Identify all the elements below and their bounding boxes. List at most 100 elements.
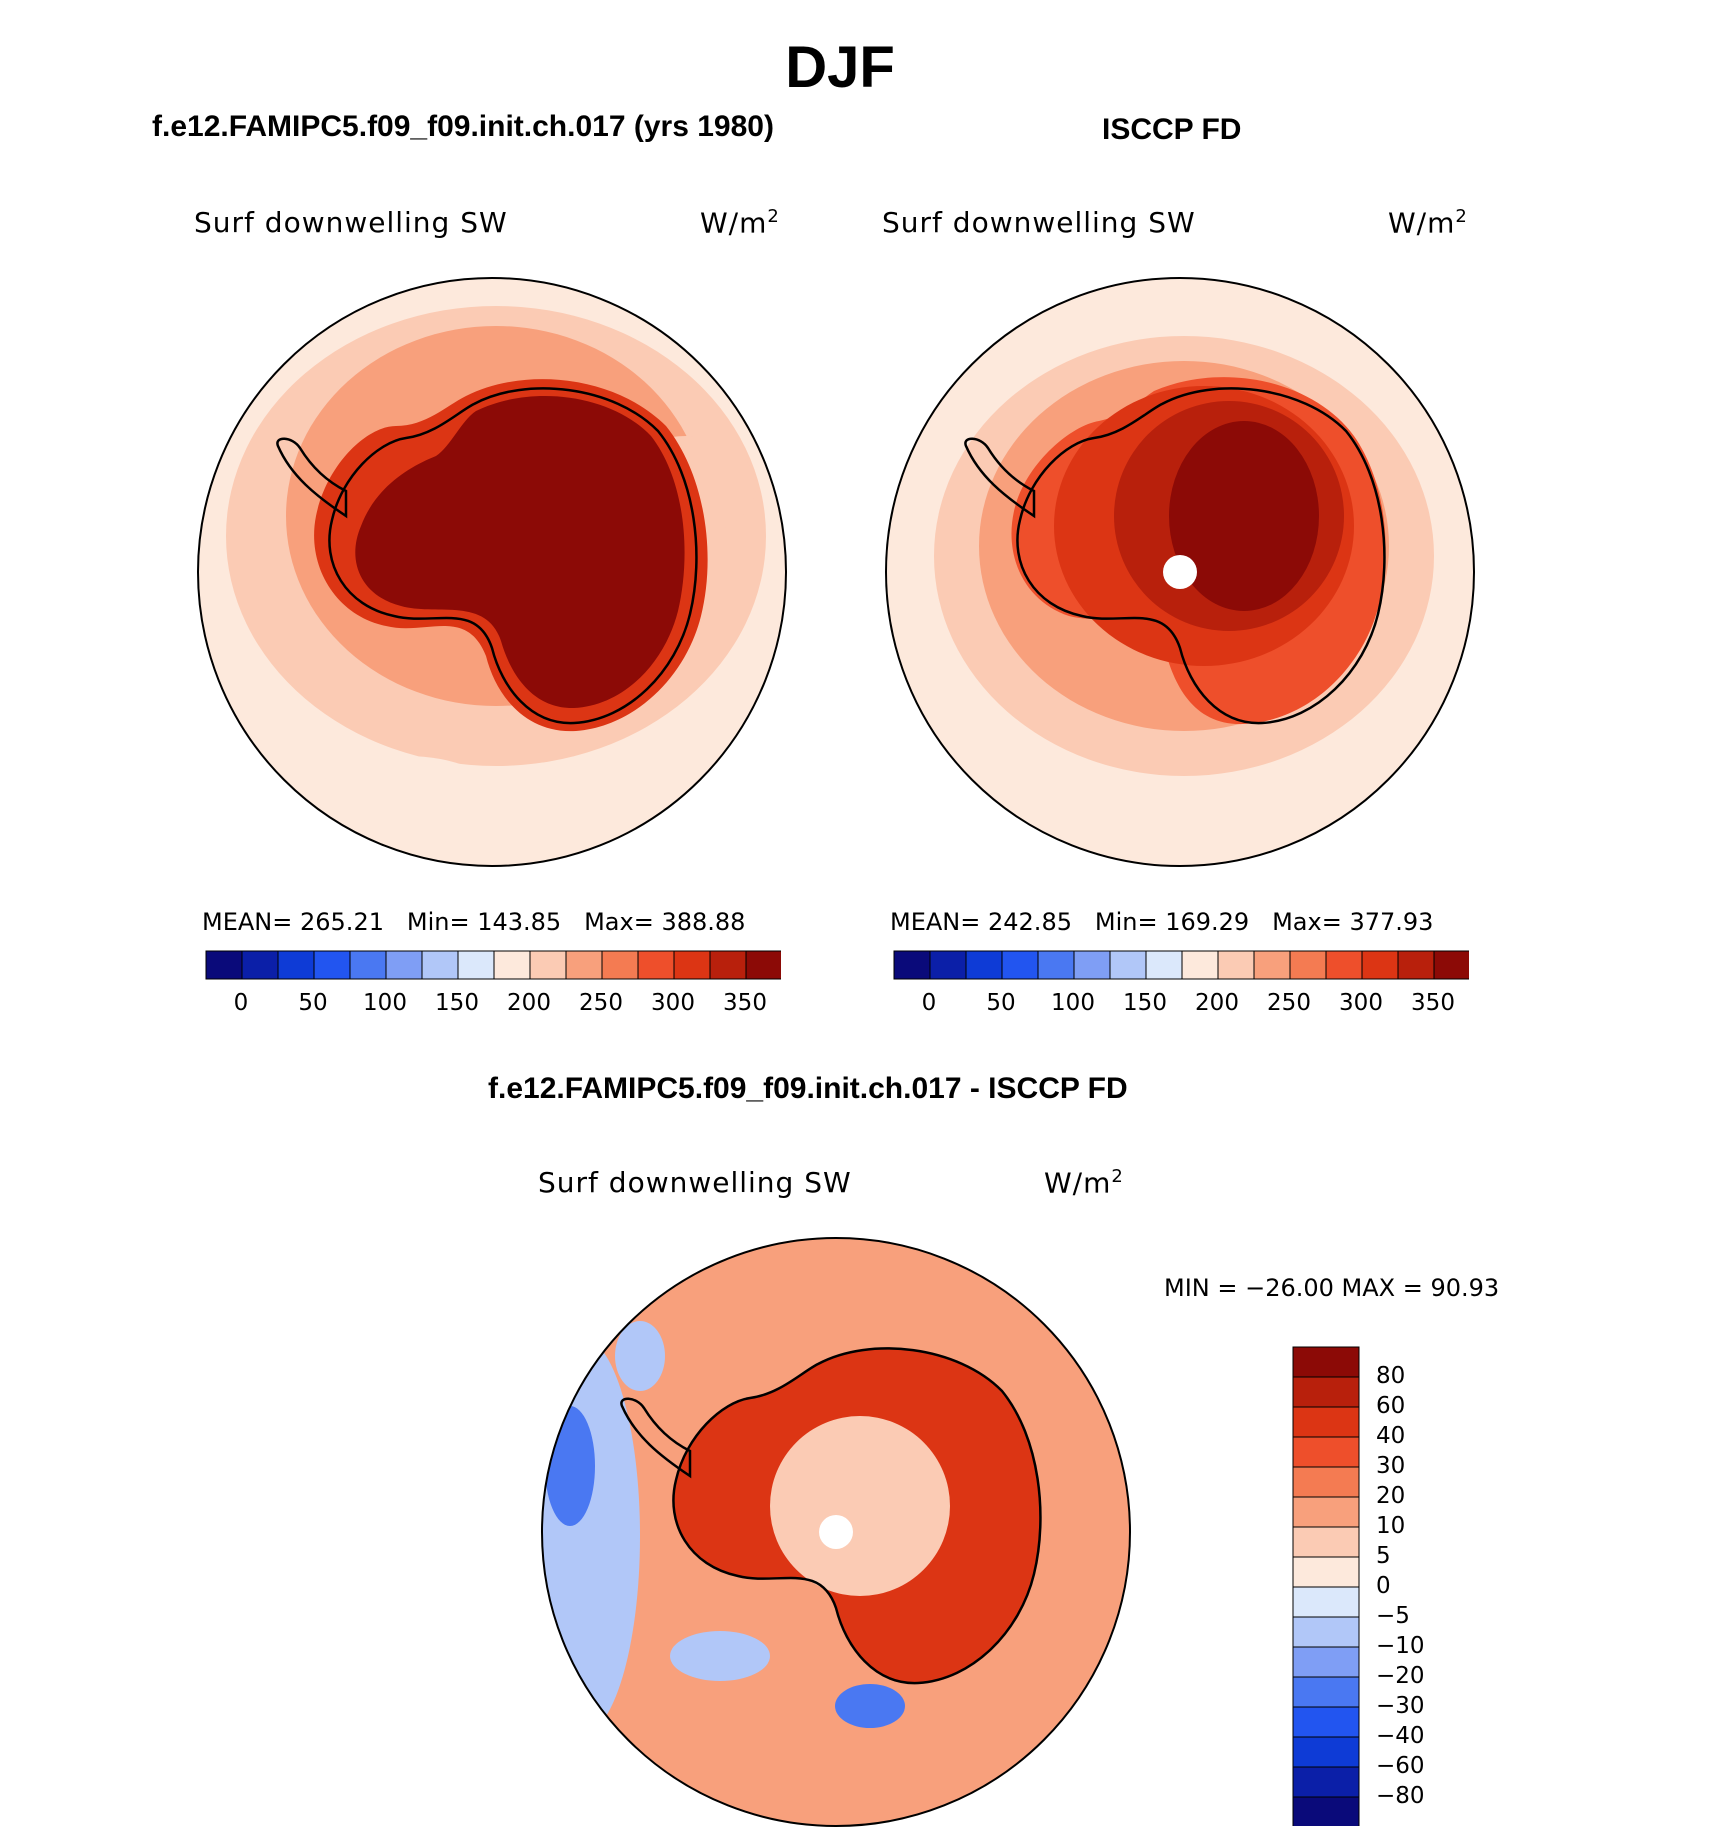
colorbar-box bbox=[385, 950, 423, 980]
obs-colorbar-boxes bbox=[893, 950, 1471, 980]
model-tick-label: 100 bbox=[363, 990, 407, 1016]
diff-tick-label: −30 bbox=[1376, 1693, 1425, 1719]
diff-coastline bbox=[620, 1347, 1042, 1685]
obs-tick-label: 300 bbox=[1339, 990, 1383, 1016]
colorbar-box bbox=[745, 950, 783, 980]
diff-tick-label: −5 bbox=[1376, 1603, 1410, 1629]
colorbar-box bbox=[241, 950, 279, 980]
colorbar-box bbox=[1292, 1736, 1360, 1768]
diff-blue-west-dark bbox=[545, 1406, 595, 1526]
colorbar-box bbox=[929, 950, 967, 980]
obs-pole-mask bbox=[1163, 555, 1197, 589]
colorbar-box bbox=[965, 950, 1003, 980]
diff-colorbar bbox=[1292, 1346, 1362, 1831]
colorbar-box bbox=[893, 950, 931, 980]
colorbar-box bbox=[565, 950, 603, 980]
diff-tick-label: 5 bbox=[1376, 1543, 1391, 1569]
diff-colorbar-ticks: 80 60 40 30 20 10 5 0 −5 −10 −20 −30 −40… bbox=[1376, 1346, 1476, 1826]
model-colorbar bbox=[205, 950, 783, 985]
obs-tick-label: 150 bbox=[1123, 990, 1167, 1016]
colorbar-box bbox=[1145, 950, 1183, 980]
obs-tick-label: 100 bbox=[1051, 990, 1095, 1016]
diff-tick-label: 60 bbox=[1376, 1393, 1406, 1419]
diff-map-border bbox=[541, 1237, 1131, 1827]
colorbar-box bbox=[1292, 1676, 1360, 1708]
obs-stats: MEAN= 242.85 Min= 169.29 Max= 377.93 bbox=[890, 908, 1434, 936]
colorbar-box bbox=[1292, 1466, 1360, 1498]
colorbar-box bbox=[1292, 1436, 1360, 1468]
diff-blue-south1 bbox=[670, 1631, 770, 1681]
model-tick-label: 350 bbox=[723, 990, 767, 1016]
model-colorbar-ticks: 0 50 100 150 200 250 300 350 bbox=[205, 990, 781, 1020]
diff-blue-nw bbox=[615, 1321, 665, 1391]
colorbar-box bbox=[1325, 950, 1363, 980]
colorbar-box bbox=[1109, 950, 1147, 980]
colorbar-box bbox=[1289, 950, 1327, 980]
colorbar-box bbox=[709, 950, 747, 980]
colorbar-box bbox=[1037, 950, 1075, 980]
colorbar-box bbox=[1292, 1496, 1360, 1528]
model-panel-title: f.e12.FAMIPC5.f09_f09.init.ch.017 (yrs 1… bbox=[152, 110, 774, 143]
model-tick-label: 150 bbox=[435, 990, 479, 1016]
obs-colorbar-ticks: 0 50 100 150 200 250 300 350 bbox=[893, 990, 1469, 1020]
colorbar-box bbox=[1292, 1796, 1360, 1828]
model-coastline bbox=[276, 387, 698, 725]
colorbar-box bbox=[1217, 950, 1255, 980]
diff-polar-map bbox=[541, 1237, 1131, 1827]
model-variable-label: Surf downwelling SW bbox=[194, 206, 508, 239]
obs-coastline bbox=[964, 387, 1386, 725]
colorbar-box bbox=[637, 950, 675, 980]
colorbar-box bbox=[1253, 950, 1291, 980]
diff-tick-label: −20 bbox=[1376, 1663, 1425, 1689]
colorbar-box bbox=[457, 950, 495, 980]
diff-colorbar-boxes bbox=[1292, 1346, 1360, 1828]
model-interior bbox=[355, 395, 685, 709]
diff-tick-label: 10 bbox=[1376, 1513, 1406, 1539]
colorbar-box bbox=[1001, 950, 1039, 980]
model-polar-map bbox=[197, 277, 787, 867]
colorbar-box bbox=[1073, 950, 1111, 980]
obs-tick-label: 350 bbox=[1411, 990, 1455, 1016]
model-colorbar-boxes bbox=[205, 950, 783, 980]
model-tick-label: 0 bbox=[233, 990, 249, 1016]
colorbar-box bbox=[349, 950, 387, 980]
diff-tick-label: 30 bbox=[1376, 1453, 1406, 1479]
diff-tick-label: −10 bbox=[1376, 1633, 1425, 1659]
colorbar-box bbox=[601, 950, 639, 980]
diff-tick-label: 80 bbox=[1376, 1363, 1406, 1389]
diff-pole-mask bbox=[819, 1515, 853, 1549]
colorbar-box bbox=[1292, 1376, 1360, 1408]
colorbar-box bbox=[1292, 1646, 1360, 1678]
obs-units-label: W/m2 bbox=[1388, 206, 1468, 240]
obs-core bbox=[1169, 421, 1319, 611]
colorbar-box bbox=[313, 950, 351, 980]
colorbar-box bbox=[1292, 1706, 1360, 1738]
obs-colorbar bbox=[893, 950, 1471, 985]
diff-minmax: MIN = −26.00 MAX = 90.93 bbox=[1164, 1274, 1500, 1302]
model-map-border bbox=[197, 277, 787, 867]
colorbar-box bbox=[1292, 1346, 1360, 1378]
diff-variable-label: Surf downwelling SW bbox=[538, 1166, 852, 1199]
colorbar-box bbox=[205, 950, 243, 980]
diff-tick-label: 40 bbox=[1376, 1423, 1406, 1449]
colorbar-box bbox=[1292, 1586, 1360, 1618]
obs-tick-label: 0 bbox=[921, 990, 937, 1016]
diff-center bbox=[770, 1416, 950, 1596]
colorbar-box bbox=[1292, 1616, 1360, 1648]
colorbar-box bbox=[493, 950, 531, 980]
figure-title: DJF bbox=[785, 35, 895, 100]
model-stats: MEAN= 265.21 Min= 143.85 Max= 388.88 bbox=[202, 908, 746, 936]
obs-tick-label: 200 bbox=[1195, 990, 1239, 1016]
obs-polar-map bbox=[885, 277, 1475, 867]
colorbar-box bbox=[1292, 1766, 1360, 1798]
colorbar-box bbox=[673, 950, 711, 980]
obs-tick-label: 250 bbox=[1267, 990, 1311, 1016]
diff-tick-label: −80 bbox=[1376, 1783, 1425, 1809]
diff-units-label: W/m2 bbox=[1044, 1166, 1124, 1200]
obs-tick-label: 50 bbox=[986, 990, 1016, 1016]
model-tick-label: 50 bbox=[298, 990, 328, 1016]
colorbar-box bbox=[1433, 950, 1471, 980]
colorbar-box bbox=[1397, 950, 1435, 980]
diff-blue-south2 bbox=[835, 1684, 905, 1728]
colorbar-box bbox=[1292, 1526, 1360, 1558]
